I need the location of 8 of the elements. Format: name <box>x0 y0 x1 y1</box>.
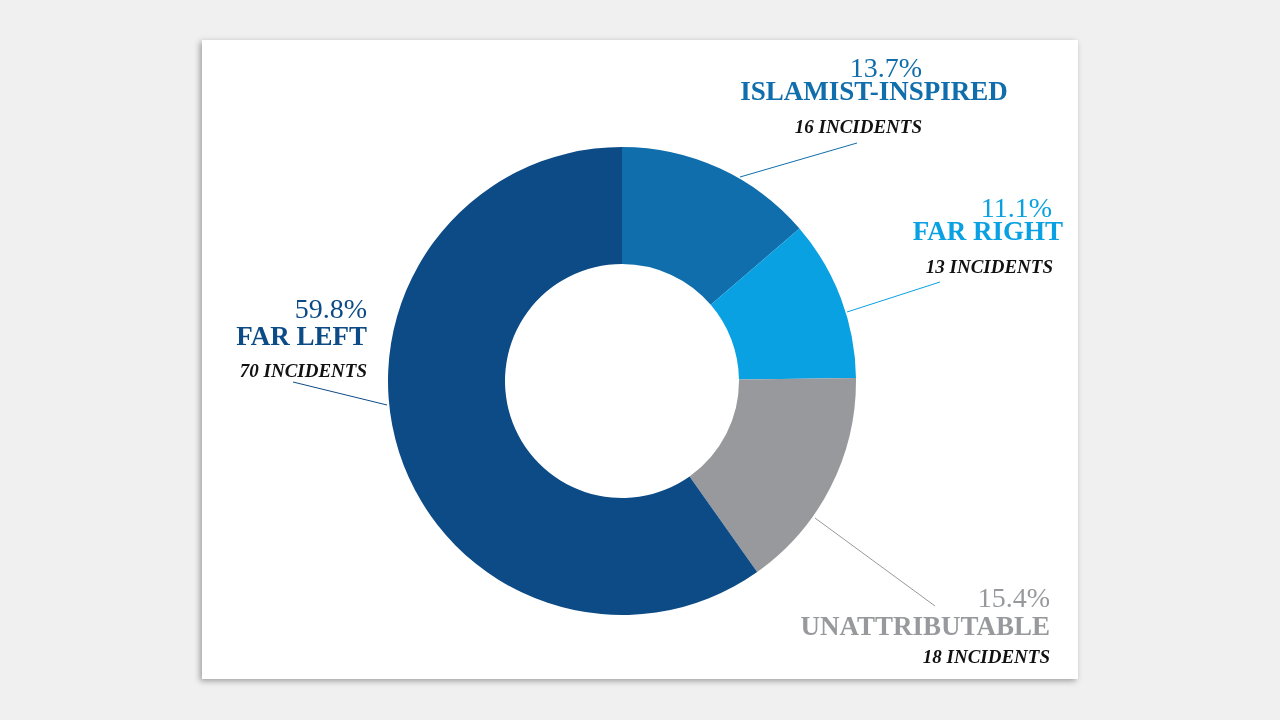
text: 70 INCIDENTS <box>239 360 367 381</box>
data-label: 59.8% <box>294 293 367 324</box>
text: 16 INCIDENTS <box>794 116 922 137</box>
slice-label: FAR LEFT <box>236 321 367 351</box>
text: 13 INCIDENTS <box>925 256 1053 277</box>
slice-label: UNATTRIBUTABLE <box>800 611 1050 641</box>
data-label: 15.4% <box>977 582 1050 613</box>
text: 18 INCIDENTS <box>922 646 1050 667</box>
